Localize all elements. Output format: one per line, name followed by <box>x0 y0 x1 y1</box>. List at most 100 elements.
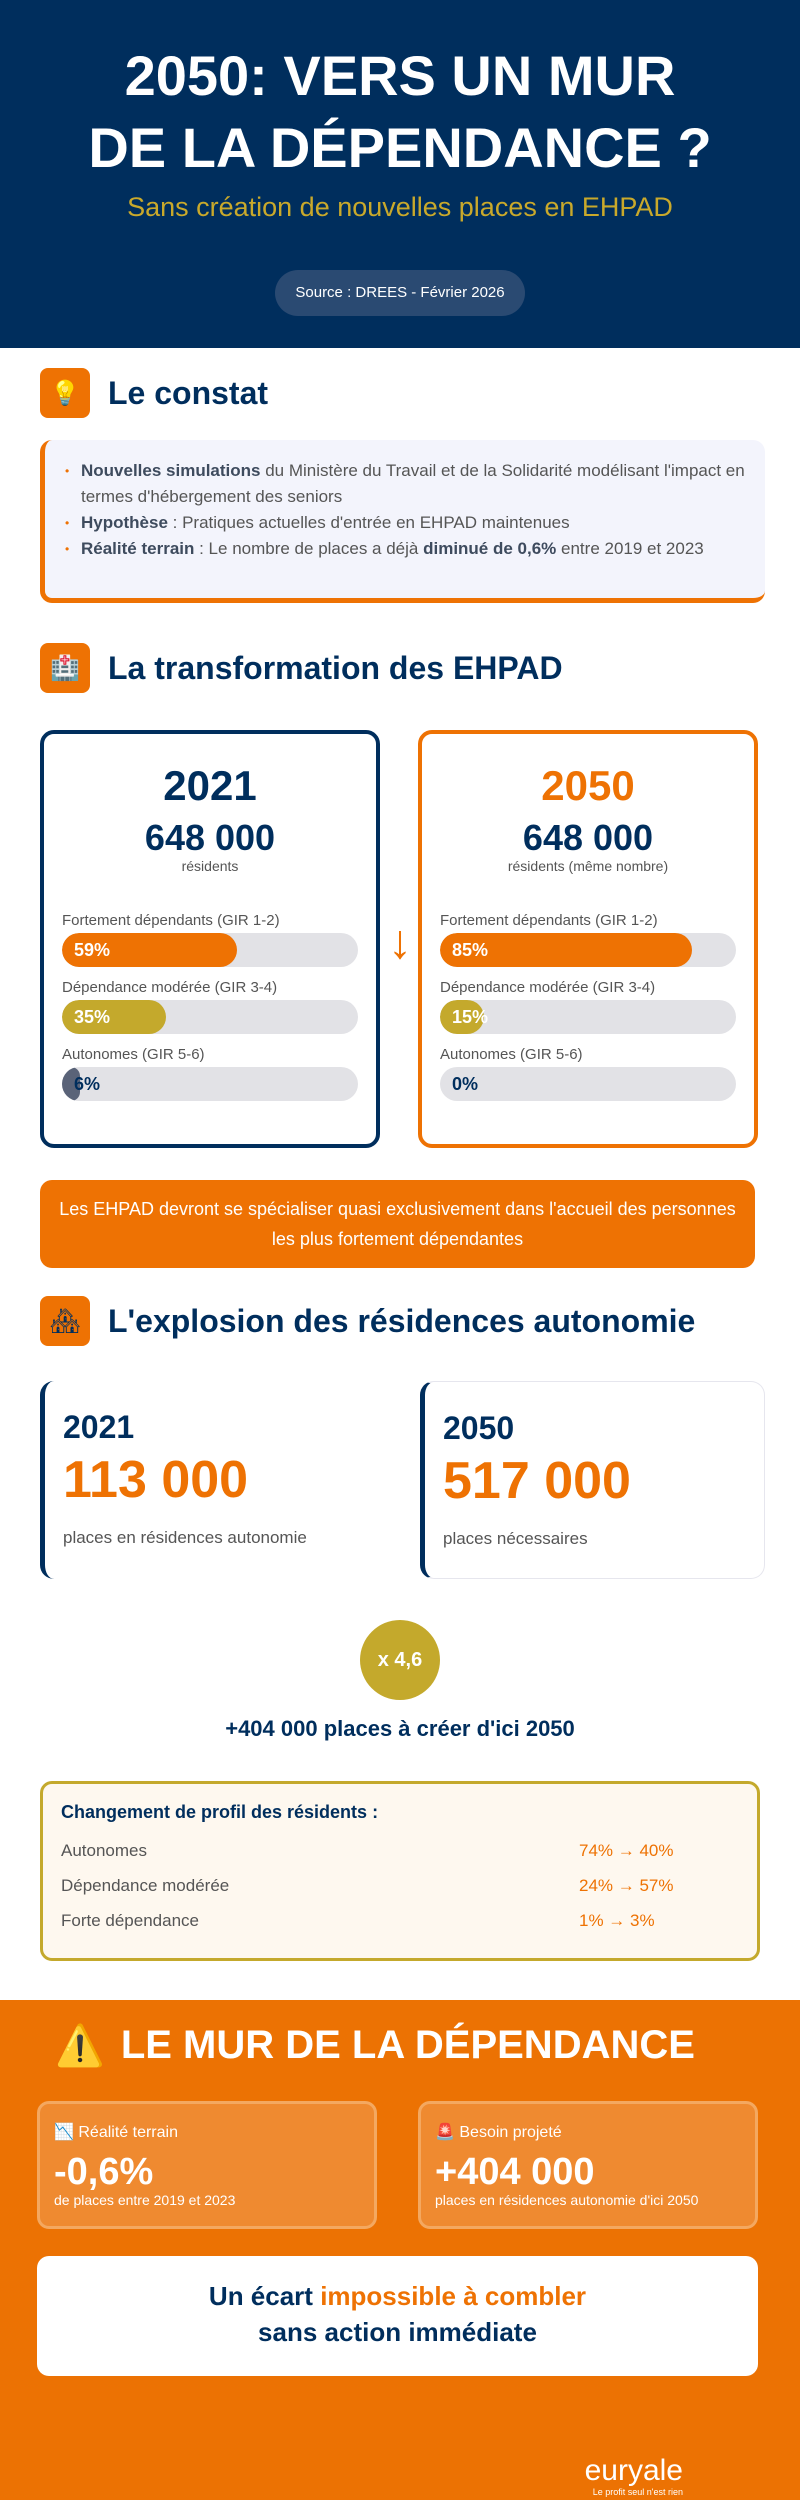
progress-bar: 85% <box>440 933 736 967</box>
item-bold: Réalité terrain <box>81 539 195 558</box>
item-text: : Pratiques actuelles d'entrée en EHPAD … <box>167 513 570 532</box>
warning-icon: ⚠️ <box>55 2024 105 2068</box>
hospital-icon: 🏥 <box>40 643 90 693</box>
stat-label: Réalité terrain <box>78 2124 178 2141</box>
bar-label: Fortement dépendants (GIR 1-2) <box>440 912 658 929</box>
transformation-heading: 🏥 La transformation des EHPAD <box>40 643 563 693</box>
bar-value: 35% <box>74 1007 111 1027</box>
item-text: du Ministère du Travail et de la Solidar… <box>81 461 745 506</box>
bar-value: 0% <box>452 1074 479 1094</box>
bar-value: 15% <box>452 1007 489 1027</box>
progress-fill <box>440 1000 485 1034</box>
subtitle: Sans création de nouvelles places en EHP… <box>127 192 673 222</box>
stat-card-reality: 📉 Réalité terrain -0,6% de places entre … <box>37 2101 377 2229</box>
conclusion-highlight: impossible à combler <box>320 2281 587 2311</box>
row-label: Forte dépendance <box>61 1911 199 1930</box>
bar-label: Dépendance modérée (GIR 3-4) <box>62 979 278 996</box>
progress-bar: 6% <box>62 1067 358 1101</box>
residence-card-2050: 2050 517 000 places nécessaires <box>420 1381 765 1579</box>
item-text: entre 2019 et 2023 <box>556 539 704 558</box>
bar-label: Fortement dépendants (GIR 1-2) <box>62 912 280 929</box>
bar-value: 85% <box>452 940 489 960</box>
progress-fill <box>62 1000 166 1034</box>
siren-icon: 🚨 <box>435 2124 455 2141</box>
arrow-down-icon: ↓ <box>388 916 412 969</box>
constat-heading: 💡 Le constat <box>40 368 268 418</box>
title-line-1: 2050: VERS UN MUR <box>124 44 676 107</box>
item-bold: diminué de 0,6% <box>423 539 557 558</box>
row-label: Autonomes <box>61 1841 147 1860</box>
progress-bar: 0% <box>440 1067 736 1101</box>
profile-row: Autonomes 74% → 40% <box>61 1841 739 1876</box>
card-2050: 2050 648 000 résidents (même nombre) Fort… <box>418 730 758 1148</box>
bar-value: 59% <box>74 940 111 960</box>
number: 113 000 <box>63 1451 249 1509</box>
section-title: La transformation des EHPAD <box>108 649 563 686</box>
progress-fill <box>62 933 237 967</box>
progress-fill <box>440 933 692 967</box>
progress-bar: 59% <box>62 933 358 967</box>
houses-icon: 🏘 <box>40 1296 90 1346</box>
item-bold: Nouvelles simulations <box>81 461 261 480</box>
list-item: Nouvelles simulations du Ministère du Tr… <box>65 458 745 510</box>
stat-card-need: 🚨 Besoin projeté +404 000 places en rési… <box>418 2101 758 2229</box>
mur-section: ⚠️ LE MUR DE LA DÉPENDANCE 📉 Réalité terr… <box>0 2000 800 2500</box>
card-year: 2021 <box>163 762 257 809</box>
stat-caption: places en résidences autonomie d'ici 205… <box>435 2192 699 2208</box>
source-badge: Source : DREES - Février 2026 <box>275 270 525 316</box>
row-value: 74% → 40% <box>579 1841 674 1860</box>
row-label: Dépendance modérée <box>61 1876 230 1895</box>
progress-fill <box>62 1067 80 1101</box>
page-title: 2050: VERS UN MUR DE LA DÉPENDANCE ? <box>0 40 800 184</box>
card-year: 2050 <box>541 762 635 809</box>
title-line-2: DE LA DÉPENDANCE ? <box>88 116 712 179</box>
profile-row: Dépendance modérée 24% → 57% <box>61 1876 739 1911</box>
profile-change-box: Changement de profil des résidents : Aut… <box>40 1781 760 1961</box>
chart-down-icon: 📉 <box>54 2124 74 2141</box>
mur-title: LE MUR DE LA DÉPENDANCE <box>120 2023 695 2067</box>
year: 2021 <box>63 1409 135 1445</box>
item-bold: Hypothèse <box>81 513 168 532</box>
bar-value: 6% <box>74 1074 101 1094</box>
bar-label: Dépendance modérée (GIR 3-4) <box>440 979 656 996</box>
number: 517 000 <box>443 1452 631 1510</box>
logo-name: euryale <box>584 2454 683 2487</box>
list-item: Hypothèse : Pratiques actuelles d'entrée… <box>65 510 745 536</box>
progress-bar: 35% <box>62 1000 358 1034</box>
card-caption: résidents <box>181 858 239 874</box>
header: 2050: VERS UN MUR DE LA DÉPENDANCE ? Sans… <box>0 0 800 348</box>
caption: places nécessaires <box>443 1529 588 1548</box>
conclusion-text: Un écart <box>208 2281 321 2311</box>
constat-box: Nouvelles simulations du Ministère du Tr… <box>40 440 765 603</box>
conclusion-box: Un écart impossible à combler sans actio… <box>37 2256 758 2376</box>
stat-label: Besoin projeté <box>459 2124 562 2141</box>
bar-label: Autonomes (GIR 5-6) <box>62 1046 205 1063</box>
progress-bar: 15% <box>440 1000 736 1034</box>
residences-heading: 🏘 L'explosion des résidences autonomie <box>40 1296 695 1346</box>
multiplier-badge: x 4,6 <box>360 1620 440 1700</box>
stat-value: +404 000 <box>435 2151 595 2193</box>
stat-caption: de places entre 2019 et 2023 <box>54 2192 236 2208</box>
list-item: Réalité terrain : Le nombre de places a … <box>65 536 745 562</box>
profile-row: Forte dépendance 1% → 3% <box>61 1911 739 1946</box>
section-title: L'explosion des résidences autonomie <box>108 1302 696 1339</box>
euryale-logo: euryale Le profit seul n'est rien <box>558 2454 683 2498</box>
card-2021: 2021 648 000 résidents Fortement dépendan… <box>40 730 380 1148</box>
mur-heading: ⚠️ LE MUR DE LA DÉPENDANCE <box>55 2022 695 2069</box>
profile-title: Changement de profil des résidents : <box>61 1802 379 1822</box>
card-caption: résidents (même nombre) <box>507 858 669 874</box>
residence-card-2021: 2021 113 000 places en résidences autono… <box>40 1381 385 1579</box>
year: 2050 <box>443 1410 515 1446</box>
card-number: 648 000 <box>522 817 654 858</box>
places-to-create: +404 000 places à créer d'ici 2050 <box>225 1716 575 1741</box>
row-value: 1% → 3% <box>579 1911 655 1930</box>
logo-tagline: Le profit seul n'est rien <box>592 2487 683 2497</box>
lightbulb-icon: 💡 <box>40 368 90 418</box>
section-title: Le constat <box>108 374 269 411</box>
card-number: 648 000 <box>144 817 276 858</box>
caption: places en résidences autonomie <box>63 1528 307 1547</box>
ehpad-banner: Les EHPAD devront se spécialiser quasi e… <box>40 1180 755 1268</box>
conclusion-line-2: sans action immédiate <box>258 2317 537 2347</box>
item-text: : Le nombre de places a déjà <box>194 539 424 558</box>
row-value: 24% → 57% <box>579 1876 674 1895</box>
